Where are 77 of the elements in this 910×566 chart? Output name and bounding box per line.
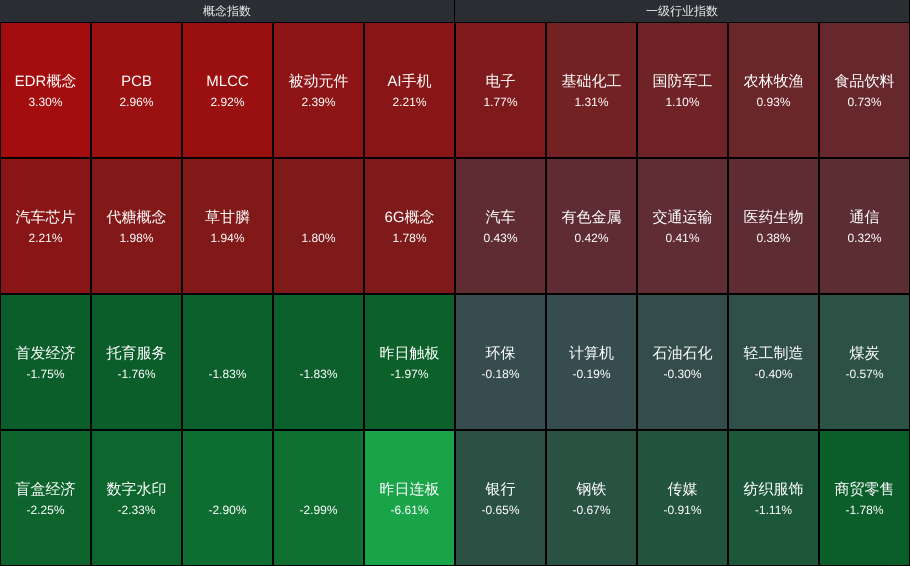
data-label: 2.96% [119, 95, 154, 109]
data-label: -0.18% [481, 367, 520, 381]
category-label: AI手机 [387, 73, 432, 90]
category-label: 代糖概念 [106, 209, 166, 226]
text: 概念指数 [0, 0, 455, 22]
category-label: 通信 [850, 209, 880, 226]
category-label: 交通运输 [652, 209, 712, 226]
data-label: -0.57% [845, 367, 884, 381]
data-label: -1.83% [208, 367, 247, 381]
category-label: 商贸零售 [834, 481, 894, 498]
data-label: -0.40% [754, 367, 793, 381]
category-label: 纺织服饰 [744, 481, 804, 498]
data-label: 1.98% [119, 231, 154, 245]
category-label: 电子 [486, 73, 516, 90]
data-label: 2.21% [392, 95, 427, 109]
data-label: 0.41% [665, 231, 700, 245]
data-label: -6.61% [390, 503, 429, 517]
category-label: PCB [121, 73, 152, 90]
data-label: 0.73% [847, 95, 882, 109]
data-label: -1.75% [26, 367, 65, 381]
data-label: -1.11% [754, 503, 792, 517]
data-label: 1.78% [392, 231, 427, 245]
data-label: 1.77% [483, 95, 518, 109]
data-label: 0.43% [483, 231, 518, 245]
data-label: -0.67% [572, 503, 611, 517]
category-label: MLCC [206, 73, 249, 90]
category-label: 石油石化 [652, 345, 712, 362]
category-label: 盲盒经济 [16, 481, 76, 498]
data-label: -0.65% [481, 503, 520, 517]
data-label: -2.99% [299, 503, 338, 517]
category-label: 银行 [484, 481, 516, 498]
data-label: 3.30% [28, 95, 63, 109]
category-label: 食品饮料 [834, 73, 894, 90]
category-label: 首发经济 [16, 345, 76, 362]
category-label: 昨日触板 [380, 345, 440, 362]
data-label: -1.83% [299, 367, 338, 381]
data-label: 2.92% [210, 95, 245, 109]
data-label: 0.42% [574, 231, 609, 245]
data-label: 0.38% [756, 231, 791, 245]
data-label: 1.94% [210, 231, 245, 245]
data-label: -1.97% [390, 367, 429, 381]
category-label: 有色金属 [562, 209, 622, 226]
category-label: 草甘膦 [205, 209, 250, 226]
data-label: -2.25% [26, 503, 65, 517]
category-label: 6G概念 [384, 209, 435, 226]
category-label: 汽车 [486, 209, 516, 226]
data-label: -2.33% [117, 503, 156, 517]
category-label: 农林牧渔 [744, 73, 804, 90]
category-label: 计算机 [569, 345, 614, 362]
category-label: 数字水印 [106, 481, 166, 498]
data-label: -0.19% [572, 367, 611, 381]
data-label: 1.80% [301, 231, 336, 245]
text: 一级行业指数 [455, 0, 910, 22]
category-label: 国防军工 [652, 73, 712, 90]
data-label: -0.91% [663, 503, 702, 517]
category-label: 钢铁 [576, 481, 606, 498]
data-label: 0.93% [756, 95, 791, 109]
data-label: 0.32% [847, 231, 882, 245]
data-label: 1.31% [574, 95, 609, 109]
data-label: 2.39% [301, 95, 336, 109]
category-label: 基础化工 [562, 73, 622, 90]
category-label: 医药生物 [744, 209, 804, 226]
category-label: 汽车芯片 [16, 209, 76, 226]
category-label: 煤炭 [850, 345, 880, 362]
category-label: 被动元件 [288, 73, 348, 90]
data-label: -2.90% [208, 503, 247, 517]
data-label: -1.78% [845, 503, 884, 517]
data-label: 2.21% [28, 231, 63, 245]
category-label: EDR概念 [14, 73, 76, 90]
data-label: -1.76% [117, 367, 156, 381]
category-label: 托育服务 [106, 345, 166, 362]
data-label: 1.10% [665, 95, 700, 109]
category-label: 轻工制造 [744, 345, 804, 362]
category-label: 环保 [486, 345, 516, 362]
category-label: 昨日连板 [380, 481, 440, 498]
category-label: 传媒 [668, 481, 698, 498]
data-label: -0.30% [663, 367, 702, 381]
